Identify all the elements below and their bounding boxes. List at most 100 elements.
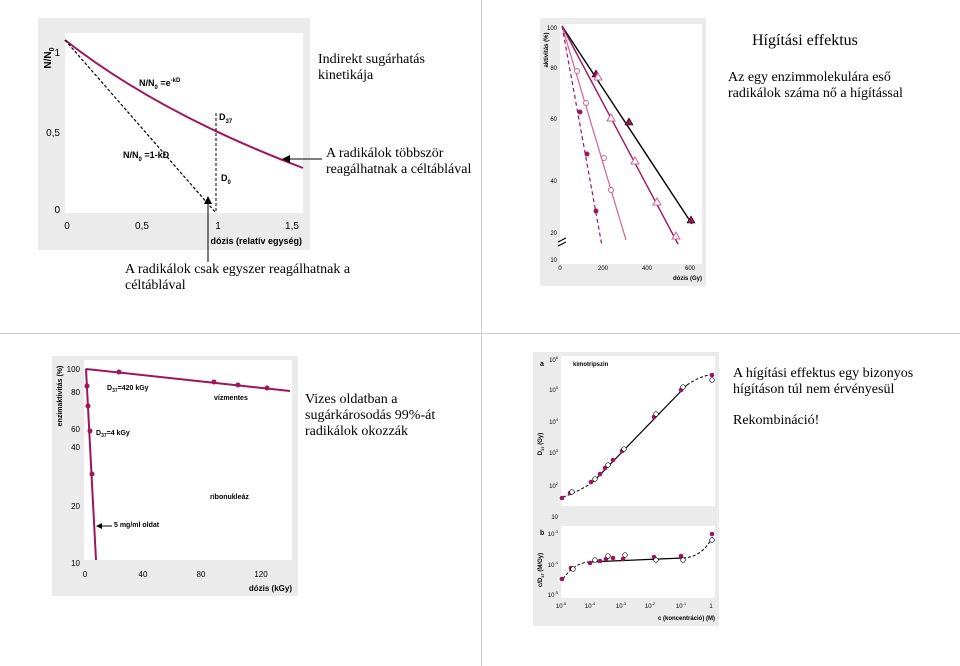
- top-y-tick-label: 10: [551, 515, 558, 521]
- label-rnase: ribonukleáz: [210, 494, 249, 501]
- x-axis-title: dózis (kGy): [249, 584, 292, 593]
- x-tick-label: 0: [83, 570, 88, 579]
- label-solution: 5 mg/ml oldat: [114, 522, 160, 529]
- top-marker-open: [592, 476, 598, 482]
- marker-anhydrous: [235, 382, 241, 388]
- marker-open-triangle: [630, 155, 640, 165]
- bottom-marker-filled: [678, 553, 684, 559]
- plot-area: [560, 24, 702, 264]
- label-anhydrous: vízmentes: [214, 395, 248, 402]
- top-marker-open: [709, 377, 715, 383]
- series-line-filled-circle: [561, 25, 603, 247]
- x-axis-title: dózis (Gy): [673, 276, 702, 282]
- linear-curve: [64, 39, 217, 214]
- fig-activity-dose: aktivitás (%) 100 80 60 40 20 10 0 200 4…: [540, 18, 706, 286]
- top-marker-filled: [559, 495, 565, 501]
- caption-kinetics-title: Indirekt sugárhatás kinetikája: [318, 52, 425, 83]
- label-exponential: N/N0 =e-kD: [139, 78, 181, 91]
- exponential-curve: [64, 39, 304, 169]
- label-d37-4: D37=4 kGy: [96, 430, 130, 439]
- fig-indirect-kinetics: N/N0 1 0,5 0 0 0,5 1 1,5 dózis (relatív …: [38, 18, 310, 250]
- bottom-marker-open: [622, 552, 628, 558]
- marker-solution: [87, 428, 93, 434]
- y-axis-title: N/N0: [43, 47, 56, 68]
- slide4-recombination: Rekombináció!: [733, 413, 820, 428]
- caption-multi-react: A radikálok többször reagálhatnak a célt…: [326, 146, 472, 177]
- y-tick-label: 20: [71, 502, 80, 511]
- fig-indirect-kinetics-svg: N/N0 1 0,5 0 0 0,5 1 1,5 dózis (relatív …: [38, 18, 310, 250]
- x-tick-label: 10-2: [645, 601, 656, 610]
- marker-solution: [84, 383, 90, 389]
- marker-open-circle: [601, 155, 607, 161]
- x-tick-label: 1,5: [285, 221, 299, 232]
- marker-anhydrous: [264, 385, 270, 391]
- top-marker-open: [569, 489, 575, 495]
- bottom-marker-filled: [620, 556, 626, 562]
- x-tick-label: 400: [642, 266, 653, 272]
- plot-area: [65, 33, 303, 213]
- y-tick-label: 100: [67, 365, 81, 374]
- y-tick-label: 1: [54, 48, 60, 59]
- top-y-tick-label: 105: [549, 385, 559, 394]
- x-axis-title: dózis (relatív egység): [210, 236, 302, 246]
- fig-chymotrypsin-svg: a b kimotripszin D37 (Gy) 106 105 104 10…: [533, 352, 719, 626]
- top-marker-open: [680, 384, 686, 390]
- x-axis-title: c (koncentráció) (M): [658, 616, 715, 622]
- marker-open-triangle: [593, 71, 603, 81]
- top-y-axis-title: D37 (Gy): [538, 433, 545, 455]
- slide4-text: A hígítási effektus egy bizonyos hígítás…: [733, 366, 914, 397]
- y-tick-label: 20: [550, 231, 557, 237]
- fig-activity-dose-svg: aktivitás (%) 100 80 60 40 20 10 0 200 4…: [540, 18, 706, 286]
- x-tick-label: 1: [215, 221, 221, 232]
- plot-area: [84, 360, 292, 560]
- top-y-tick-label: 102: [549, 481, 559, 490]
- marker-filled-circle: [584, 151, 590, 157]
- marker-open-triangle: [671, 230, 681, 240]
- marker-solution: [89, 471, 95, 477]
- y-tick-label: 60: [550, 117, 557, 123]
- bottom-marker-filled: [597, 558, 603, 564]
- bottom-y-axis-title: c/D37 (M/Gy): [538, 553, 545, 587]
- fig-chymotrypsin: a b kimotripszin D37 (Gy) 106 105 104 10…: [533, 352, 719, 626]
- marker-open-triangle: [652, 196, 662, 206]
- marker-anhydrous: [116, 369, 122, 375]
- marker-open-triangle: [606, 112, 616, 122]
- y-tick-label: 80: [71, 388, 80, 397]
- bottom-marker-open: [709, 537, 715, 543]
- marker-filled-circle: [577, 109, 583, 115]
- grid-line-horizontal: [0, 333, 960, 334]
- marker-open-circle: [583, 100, 589, 106]
- top-marker-filled: [597, 471, 603, 477]
- top-marker-open: [605, 462, 611, 468]
- series-line-solution: [85, 368, 97, 561]
- top-y-tick-label: 104: [549, 417, 559, 426]
- marker-filled-triangle: [624, 117, 634, 126]
- x-tick-label: 200: [598, 266, 609, 272]
- fig-enzyme-activity-svg: enzimaktivitás (%) 100 80 60 40 20 10 0 …: [52, 356, 298, 596]
- bottom-marker-filled: [709, 531, 715, 537]
- x-tick-label: 80: [197, 570, 206, 579]
- panel-label-a: a: [540, 361, 544, 368]
- top-marker-filled: [610, 457, 616, 463]
- y-axis-title: enzimaktivitás (%): [57, 366, 64, 427]
- bottom-fit-line: [587, 557, 684, 563]
- x-tick-label: 40: [139, 570, 148, 579]
- slide3-caption: Vizes oldatban a sugárkárosodás 99%-át r…: [305, 392, 436, 439]
- x-tick-label: 10-3: [616, 601, 627, 610]
- x-tick-label: 10-1: [676, 601, 687, 610]
- label-d37-420: D37=420 kGy: [107, 385, 149, 394]
- x-tick-label: 10-4: [585, 601, 596, 610]
- marker-solution: [85, 403, 91, 409]
- marker-anhydrous: [211, 379, 217, 385]
- caption-once-react: A radikálok csak egyszer reagálhatnak a …: [125, 262, 351, 293]
- x-tick-label: 120: [254, 570, 268, 579]
- slide2-title: Hígítási effektus: [752, 32, 858, 49]
- y-tick-label: 10: [550, 258, 557, 264]
- bottom-marker-open: [570, 566, 576, 572]
- y-axis-title: aktivitás (%): [544, 32, 550, 67]
- bottom-marker-filled: [610, 555, 616, 561]
- y-tick-label: 100: [547, 26, 558, 32]
- top-marker-filled: [588, 479, 594, 485]
- series-line-open-circle: [561, 25, 627, 241]
- marker-open-circle: [574, 68, 580, 74]
